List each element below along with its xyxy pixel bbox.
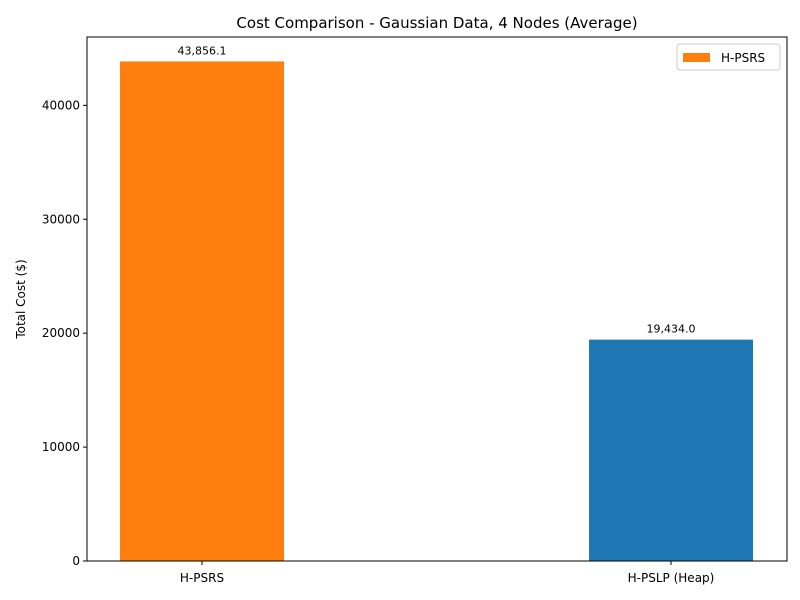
x-tick-label: H-PSRS xyxy=(180,571,224,585)
legend: H-PSRS xyxy=(676,43,781,71)
y-tick-label: 30000 xyxy=(42,212,80,226)
x-axis-ticks: H-PSRS H-PSLP (Heap) xyxy=(180,561,714,585)
bar-data-labels: 43,856.1 19,434.0 xyxy=(178,44,696,335)
legend-box xyxy=(676,43,781,71)
bar-value-label: 43,856.1 xyxy=(178,44,227,57)
y-tick-label: 10000 xyxy=(42,440,80,454)
x-tick-label: H-PSLP (Heap) xyxy=(628,571,715,585)
bar-series xyxy=(120,61,753,562)
legend-swatch xyxy=(683,53,710,62)
bar-value-label: 19,434.0 xyxy=(647,323,696,336)
chart-title: Cost Comparison - Gaussian Data, 4 Nodes… xyxy=(236,14,637,32)
plot-frame xyxy=(86,36,788,562)
bar xyxy=(589,339,753,561)
legend-label: H-PSRS xyxy=(721,51,765,65)
bar xyxy=(120,61,284,562)
y-tick-label: 40000 xyxy=(42,98,80,112)
y-tick-label: 0 xyxy=(72,554,80,568)
y-tick-label: 20000 xyxy=(42,326,80,340)
y-axis-ticks: 0 10000 20000 30000 40000 xyxy=(42,98,87,568)
y-axis-label: Total Cost ($) xyxy=(14,259,28,339)
